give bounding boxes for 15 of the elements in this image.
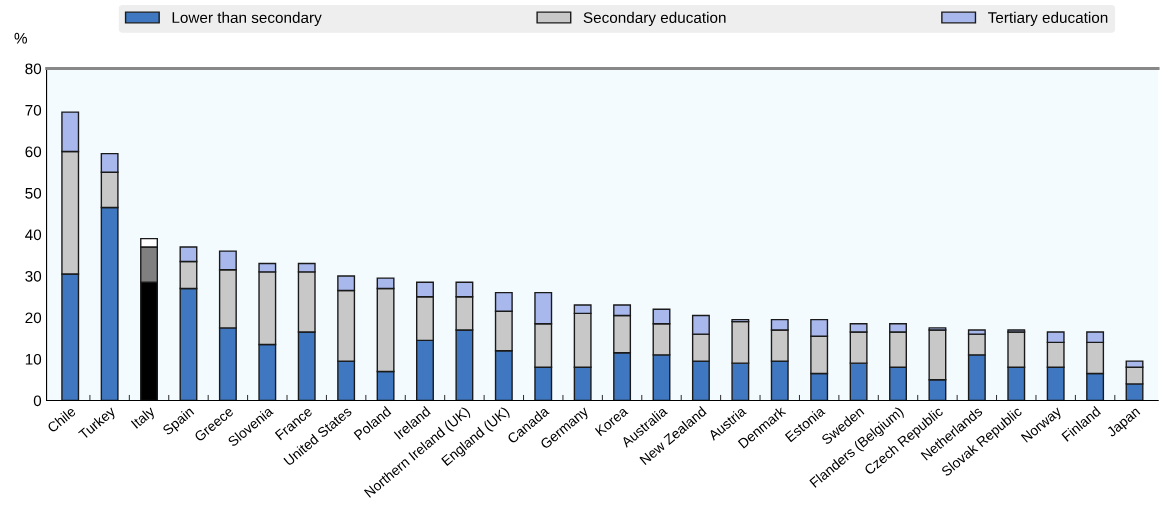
legend-label: Secondary education [583,11,726,27]
y-tick-label: 60 [25,146,42,158]
y-axis-title: % [14,32,28,44]
y-tick-label: 20 [25,312,42,324]
y-tick-label: 30 [25,270,42,282]
y-tick-label: 80 [25,63,42,75]
x-tick-label: Chile [46,405,77,434]
x-tick-label: Italy [130,405,158,431]
y-tick-label: 70 [25,104,42,116]
y-tick-label: 0 [33,395,42,407]
y-tick-label: 40 [25,229,42,241]
y-tick-label: 10 [25,353,42,365]
legend-label: Tertiary education [988,11,1108,27]
y-tick-label: 50 [25,187,42,199]
legend-label: Lower than secondary [172,11,322,27]
